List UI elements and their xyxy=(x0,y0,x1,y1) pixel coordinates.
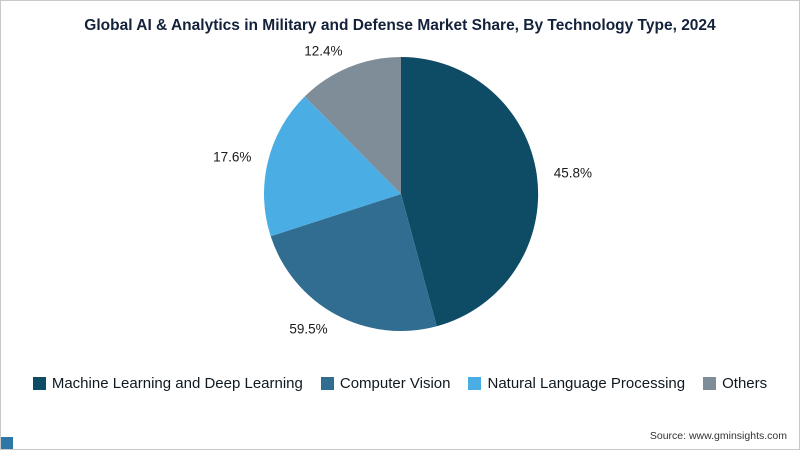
slice-value-label-2: 17.6% xyxy=(213,150,251,165)
chart-title: Global AI & Analytics in Military and De… xyxy=(84,17,716,34)
pie-chart: 45.8% 59.5% 17.6% 12.4% xyxy=(213,44,592,337)
legend: Machine Learning and Deep Learning Comput… xyxy=(1,375,799,392)
legend-label: Computer Vision xyxy=(339,375,451,392)
slice-value-label-1: 59.5% xyxy=(289,321,327,336)
legend-label: Machine Learning and Deep Learning xyxy=(51,375,303,392)
legend-swatch-icon xyxy=(703,377,717,390)
legend-item-1: Computer Vision xyxy=(320,375,451,392)
pie-slice-1 xyxy=(270,194,437,332)
source-text: Source: www.gminsights.com xyxy=(649,430,787,442)
slice-value-label-0: 45.8% xyxy=(554,166,592,181)
legend-swatch-icon xyxy=(468,377,482,390)
slice-value-label-3: 12.4% xyxy=(304,44,342,59)
legend-item-2: Natural Language Processing xyxy=(468,375,685,392)
legend-item-3: Others xyxy=(703,375,767,392)
pie-slice-2 xyxy=(263,96,401,237)
pie-slice-0 xyxy=(401,56,539,327)
legend-label: Natural Language Processing xyxy=(487,375,686,392)
legend-swatch-icon xyxy=(320,377,334,390)
pie-slice-3 xyxy=(304,56,401,194)
legend-swatch-icon xyxy=(32,377,46,390)
corner-accent xyxy=(1,437,13,449)
legend-item-0: Machine Learning and Deep Learning xyxy=(32,375,303,392)
legend-label: Others xyxy=(722,375,768,392)
